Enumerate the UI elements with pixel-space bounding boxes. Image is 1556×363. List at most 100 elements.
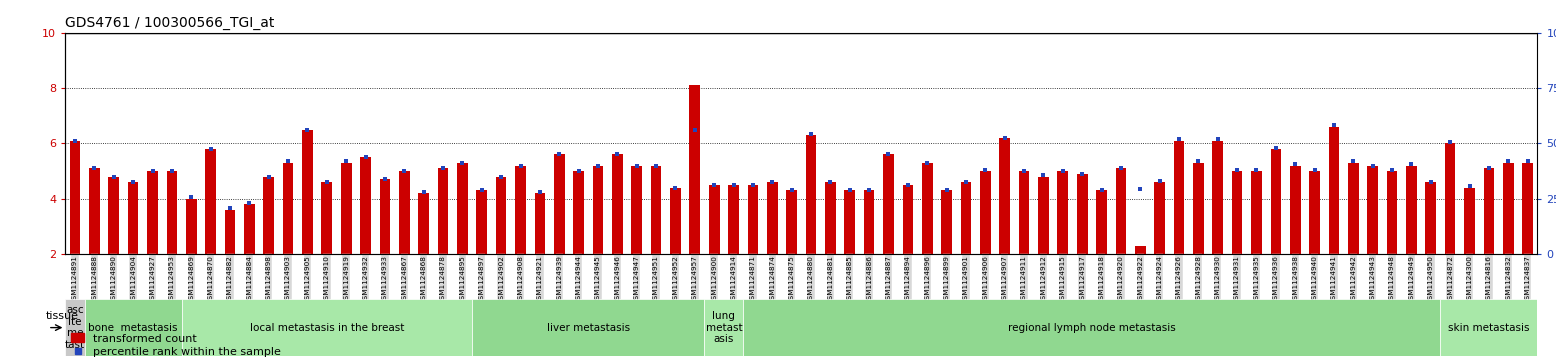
Bar [263,176,274,254]
Bar [476,191,487,254]
Text: GSM1124918: GSM1124918 [1099,255,1105,303]
Text: GSM1124943: GSM1124943 [1369,255,1376,303]
Text: GSM1124905: GSM1124905 [305,255,311,303]
Text: GSM1124932: GSM1124932 [363,255,369,303]
Bar [1077,174,1088,254]
Bar [496,176,506,254]
Bar [437,168,448,254]
Bar [244,204,255,254]
Text: GSM1124917: GSM1124917 [1080,255,1085,303]
Text: GSM1124933: GSM1124933 [381,255,387,303]
Bar [166,171,177,254]
Bar [845,191,856,254]
Bar [884,155,893,254]
Bar [960,182,971,254]
Text: GSM1124904: GSM1124904 [131,255,135,303]
Text: GSM1124884: GSM1124884 [246,255,252,303]
Text: GSM1124882: GSM1124882 [227,255,233,303]
Text: GSM1124870: GSM1124870 [207,255,213,303]
Bar [744,299,1441,356]
Text: GSM1124951: GSM1124951 [654,255,660,303]
Bar [380,179,391,254]
Text: lung
metast
asis: lung metast asis [705,311,742,344]
Text: GSM1124947: GSM1124947 [633,255,640,303]
Bar [1212,140,1223,254]
Text: GSM1124942: GSM1124942 [1351,255,1357,303]
Bar [650,166,661,254]
Bar [573,171,584,254]
Text: GSM1124872: GSM1124872 [1447,255,1453,303]
Text: GSM1124894: GSM1124894 [906,255,910,303]
Bar [1329,127,1340,254]
Bar [710,185,719,254]
Bar [535,193,545,254]
Bar [1503,163,1514,254]
Text: GSM1124900: GSM1124900 [711,255,717,303]
Text: GSM1124875: GSM1124875 [789,255,795,303]
Bar [1155,182,1165,254]
Text: GSM1124902: GSM1124902 [498,255,504,303]
Bar [1425,182,1436,254]
Text: GSM1124897: GSM1124897 [479,255,485,303]
Text: GSM1124901: GSM1124901 [963,255,969,303]
Text: GDS4761 / 100300566_TGI_at: GDS4761 / 100300566_TGI_at [65,16,275,30]
Text: local metastasis in the breast: local metastasis in the breast [249,323,405,333]
Text: GSM1124946: GSM1124946 [615,255,621,303]
Bar [671,188,682,254]
Text: bone  metastasis: bone metastasis [89,323,177,333]
Bar [398,171,409,254]
Bar [1386,171,1397,254]
Text: GSM1124949: GSM1124949 [1408,255,1414,303]
Bar [1173,140,1184,254]
Text: GSM1124832: GSM1124832 [1505,255,1511,303]
Text: GSM1124887: GSM1124887 [885,255,892,303]
Text: GSM1124921: GSM1124921 [537,255,543,303]
Bar [767,182,778,254]
Text: GSM1124928: GSM1124928 [1195,255,1201,303]
Bar [1290,166,1301,254]
Bar [185,199,196,254]
Text: GSM1124890: GSM1124890 [110,255,117,303]
Text: GSM1124885: GSM1124885 [846,255,853,303]
Text: GSM1124895: GSM1124895 [459,255,465,303]
Text: GSM1124931: GSM1124931 [1234,255,1240,303]
Bar [302,130,313,254]
Bar [999,138,1010,254]
Text: GSM1124881: GSM1124881 [828,255,834,303]
Text: GSM1124906: GSM1124906 [982,255,988,303]
Text: GSM1124867: GSM1124867 [401,255,408,303]
Text: GSM1124920: GSM1124920 [1117,255,1123,303]
Legend: transformed count, percentile rank within the sample: transformed count, percentile rank withi… [72,333,282,358]
Text: GSM1124953: GSM1124953 [170,255,174,303]
Text: GSM1124871: GSM1124871 [750,255,756,303]
Text: GSM1124878: GSM1124878 [440,255,447,303]
Text: GSM1124924: GSM1124924 [1156,255,1162,303]
Text: GSM1124950: GSM1124950 [1428,255,1433,303]
Text: skin metastasis: skin metastasis [1449,323,1530,333]
Bar [1446,143,1455,254]
Text: GSM1124880: GSM1124880 [808,255,814,303]
Bar [825,182,836,254]
Text: GSM1124912: GSM1124912 [1041,255,1047,303]
Text: tissue: tissue [47,311,79,321]
Text: GSM1124930: GSM1124930 [1215,255,1221,303]
Bar [322,182,331,254]
Bar [612,155,622,254]
Text: GSM1124898: GSM1124898 [266,255,272,303]
Bar [1441,299,1537,356]
Bar [128,182,138,254]
Text: GSM1124907: GSM1124907 [1002,255,1008,303]
Bar [457,163,468,254]
Bar [89,168,100,254]
Bar [806,135,817,254]
Bar [1271,149,1281,254]
Bar [632,166,643,254]
Text: GSM1124899: GSM1124899 [943,255,949,303]
Text: GSM1124896: GSM1124896 [924,255,930,303]
Bar [341,163,352,254]
Bar [1019,171,1030,254]
Bar [1038,176,1049,254]
Text: GSM1124816: GSM1124816 [1486,255,1492,303]
Bar [419,193,429,254]
Bar [980,171,991,254]
